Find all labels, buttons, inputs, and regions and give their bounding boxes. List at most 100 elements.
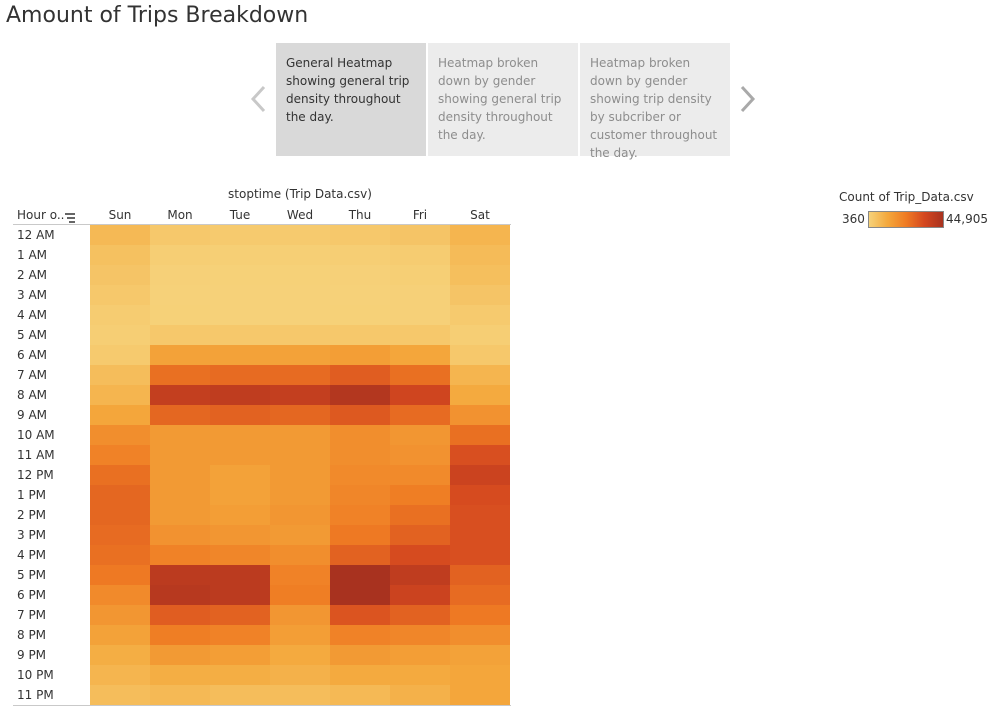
heatmap-cell[interactable] <box>330 625 390 645</box>
heatmap-cell[interactable] <box>90 545 150 565</box>
heatmap-cell[interactable] <box>270 405 330 425</box>
heatmap-cell[interactable] <box>450 345 510 365</box>
heatmap-cell[interactable] <box>210 485 270 505</box>
heatmap-cell[interactable] <box>390 565 450 585</box>
heatmap-cell[interactable] <box>150 385 210 405</box>
heatmap-cell[interactable] <box>330 525 390 545</box>
heatmap-cell[interactable] <box>270 625 330 645</box>
heatmap-cell[interactable] <box>390 325 450 345</box>
heatmap-cell[interactable] <box>210 305 270 325</box>
heatmap-cell[interactable] <box>210 385 270 405</box>
heatmap-cell[interactable] <box>270 665 330 685</box>
heatmap-cell[interactable] <box>450 305 510 325</box>
heatmap-cell[interactable] <box>330 265 390 285</box>
heatmap-cell[interactable] <box>450 325 510 345</box>
heatmap-cell[interactable] <box>210 565 270 585</box>
heatmap-cell[interactable] <box>270 285 330 305</box>
heatmap-cell[interactable] <box>450 545 510 565</box>
heatmap-cell[interactable] <box>450 605 510 625</box>
heatmap-cell[interactable] <box>210 545 270 565</box>
heatmap-cell[interactable] <box>150 465 210 485</box>
story-point-1[interactable]: General Heatmap showing general trip den… <box>276 43 426 156</box>
heatmap-cell[interactable] <box>330 645 390 665</box>
heatmap-cell[interactable] <box>210 405 270 425</box>
heatmap-cell[interactable] <box>390 685 450 705</box>
heatmap-cell[interactable] <box>90 325 150 345</box>
heatmap-cell[interactable] <box>150 325 210 345</box>
heatmap-cell[interactable] <box>150 485 210 505</box>
story-point-3[interactable]: Heatmap broken down by gender showing tr… <box>580 43 730 160</box>
next-arrow-icon[interactable] <box>738 84 756 114</box>
heatmap-cell[interactable] <box>450 505 510 525</box>
heatmap-cell[interactable] <box>90 365 150 385</box>
heatmap-cell[interactable] <box>210 265 270 285</box>
heatmap-cell[interactable] <box>450 285 510 305</box>
heatmap-cell[interactable] <box>390 425 450 445</box>
heatmap-cell[interactable] <box>90 685 150 705</box>
heatmap-cell[interactable] <box>90 465 150 485</box>
heatmap-cell[interactable] <box>150 625 210 645</box>
heatmap-cell[interactable] <box>390 645 450 665</box>
heatmap-cell[interactable] <box>90 285 150 305</box>
heatmap-cell[interactable] <box>330 385 390 405</box>
heatmap-cell[interactable] <box>330 305 390 325</box>
heatmap-cell[interactable] <box>90 405 150 425</box>
heatmap-cell[interactable] <box>90 385 150 405</box>
heatmap-cell[interactable] <box>330 225 390 245</box>
heatmap-cell[interactable] <box>390 465 450 485</box>
heatmap-cell[interactable] <box>210 525 270 545</box>
heatmap-cell[interactable] <box>450 525 510 545</box>
heatmap-cell[interactable] <box>90 625 150 645</box>
heatmap-cell[interactable] <box>330 405 390 425</box>
heatmap-cell[interactable] <box>150 445 210 465</box>
heatmap-cell[interactable] <box>90 445 150 465</box>
heatmap-cell[interactable] <box>330 325 390 345</box>
heatmap-cell[interactable] <box>330 565 390 585</box>
heatmap-cell[interactable] <box>390 605 450 625</box>
heatmap-cell[interactable] <box>330 685 390 705</box>
heatmap-cell[interactable] <box>150 645 210 665</box>
heatmap-cell[interactable] <box>210 465 270 485</box>
heatmap-cell[interactable] <box>150 525 210 545</box>
heatmap-cell[interactable] <box>390 485 450 505</box>
heatmap-cell[interactable] <box>90 665 150 685</box>
heatmap-cell[interactable] <box>210 325 270 345</box>
heatmap-cell[interactable] <box>270 305 330 325</box>
heatmap-cell[interactable] <box>450 445 510 465</box>
heatmap-cell[interactable] <box>210 665 270 685</box>
sort-icon[interactable] <box>64 209 76 223</box>
heatmap-cell[interactable] <box>270 525 330 545</box>
heatmap-cell[interactable] <box>270 265 330 285</box>
heatmap-cell[interactable] <box>330 285 390 305</box>
heatmap-cell[interactable] <box>90 265 150 285</box>
heatmap-cell[interactable] <box>150 365 210 385</box>
heatmap-cell[interactable] <box>450 385 510 405</box>
heatmap-cell[interactable] <box>390 405 450 425</box>
heatmap-cell[interactable] <box>210 605 270 625</box>
heatmap-cell[interactable] <box>330 485 390 505</box>
heatmap-cell[interactable] <box>150 505 210 525</box>
heatmap-cell[interactable] <box>390 625 450 645</box>
heatmap-cell[interactable] <box>150 585 210 605</box>
heatmap-cell[interactable] <box>450 645 510 665</box>
heatmap-cell[interactable] <box>90 585 150 605</box>
heatmap-cell[interactable] <box>90 245 150 265</box>
heatmap-cell[interactable] <box>90 605 150 625</box>
heatmap-cell[interactable] <box>450 665 510 685</box>
heatmap-cell[interactable] <box>270 605 330 625</box>
heatmap-cell[interactable] <box>450 465 510 485</box>
heatmap-cell[interactable] <box>330 505 390 525</box>
heatmap-cell[interactable] <box>270 425 330 445</box>
heatmap-cell[interactable] <box>270 225 330 245</box>
heatmap-cell[interactable] <box>270 245 330 265</box>
heatmap-cell[interactable] <box>450 485 510 505</box>
heatmap-cell[interactable] <box>90 485 150 505</box>
heatmap-cell[interactable] <box>450 425 510 445</box>
heatmap-cell[interactable] <box>150 285 210 305</box>
heatmap-cell[interactable] <box>210 445 270 465</box>
heatmap-cell[interactable] <box>150 665 210 685</box>
heatmap-cell[interactable] <box>330 445 390 465</box>
heatmap-cell[interactable] <box>270 325 330 345</box>
heatmap-cell[interactable] <box>210 585 270 605</box>
heatmap-cell[interactable] <box>450 585 510 605</box>
